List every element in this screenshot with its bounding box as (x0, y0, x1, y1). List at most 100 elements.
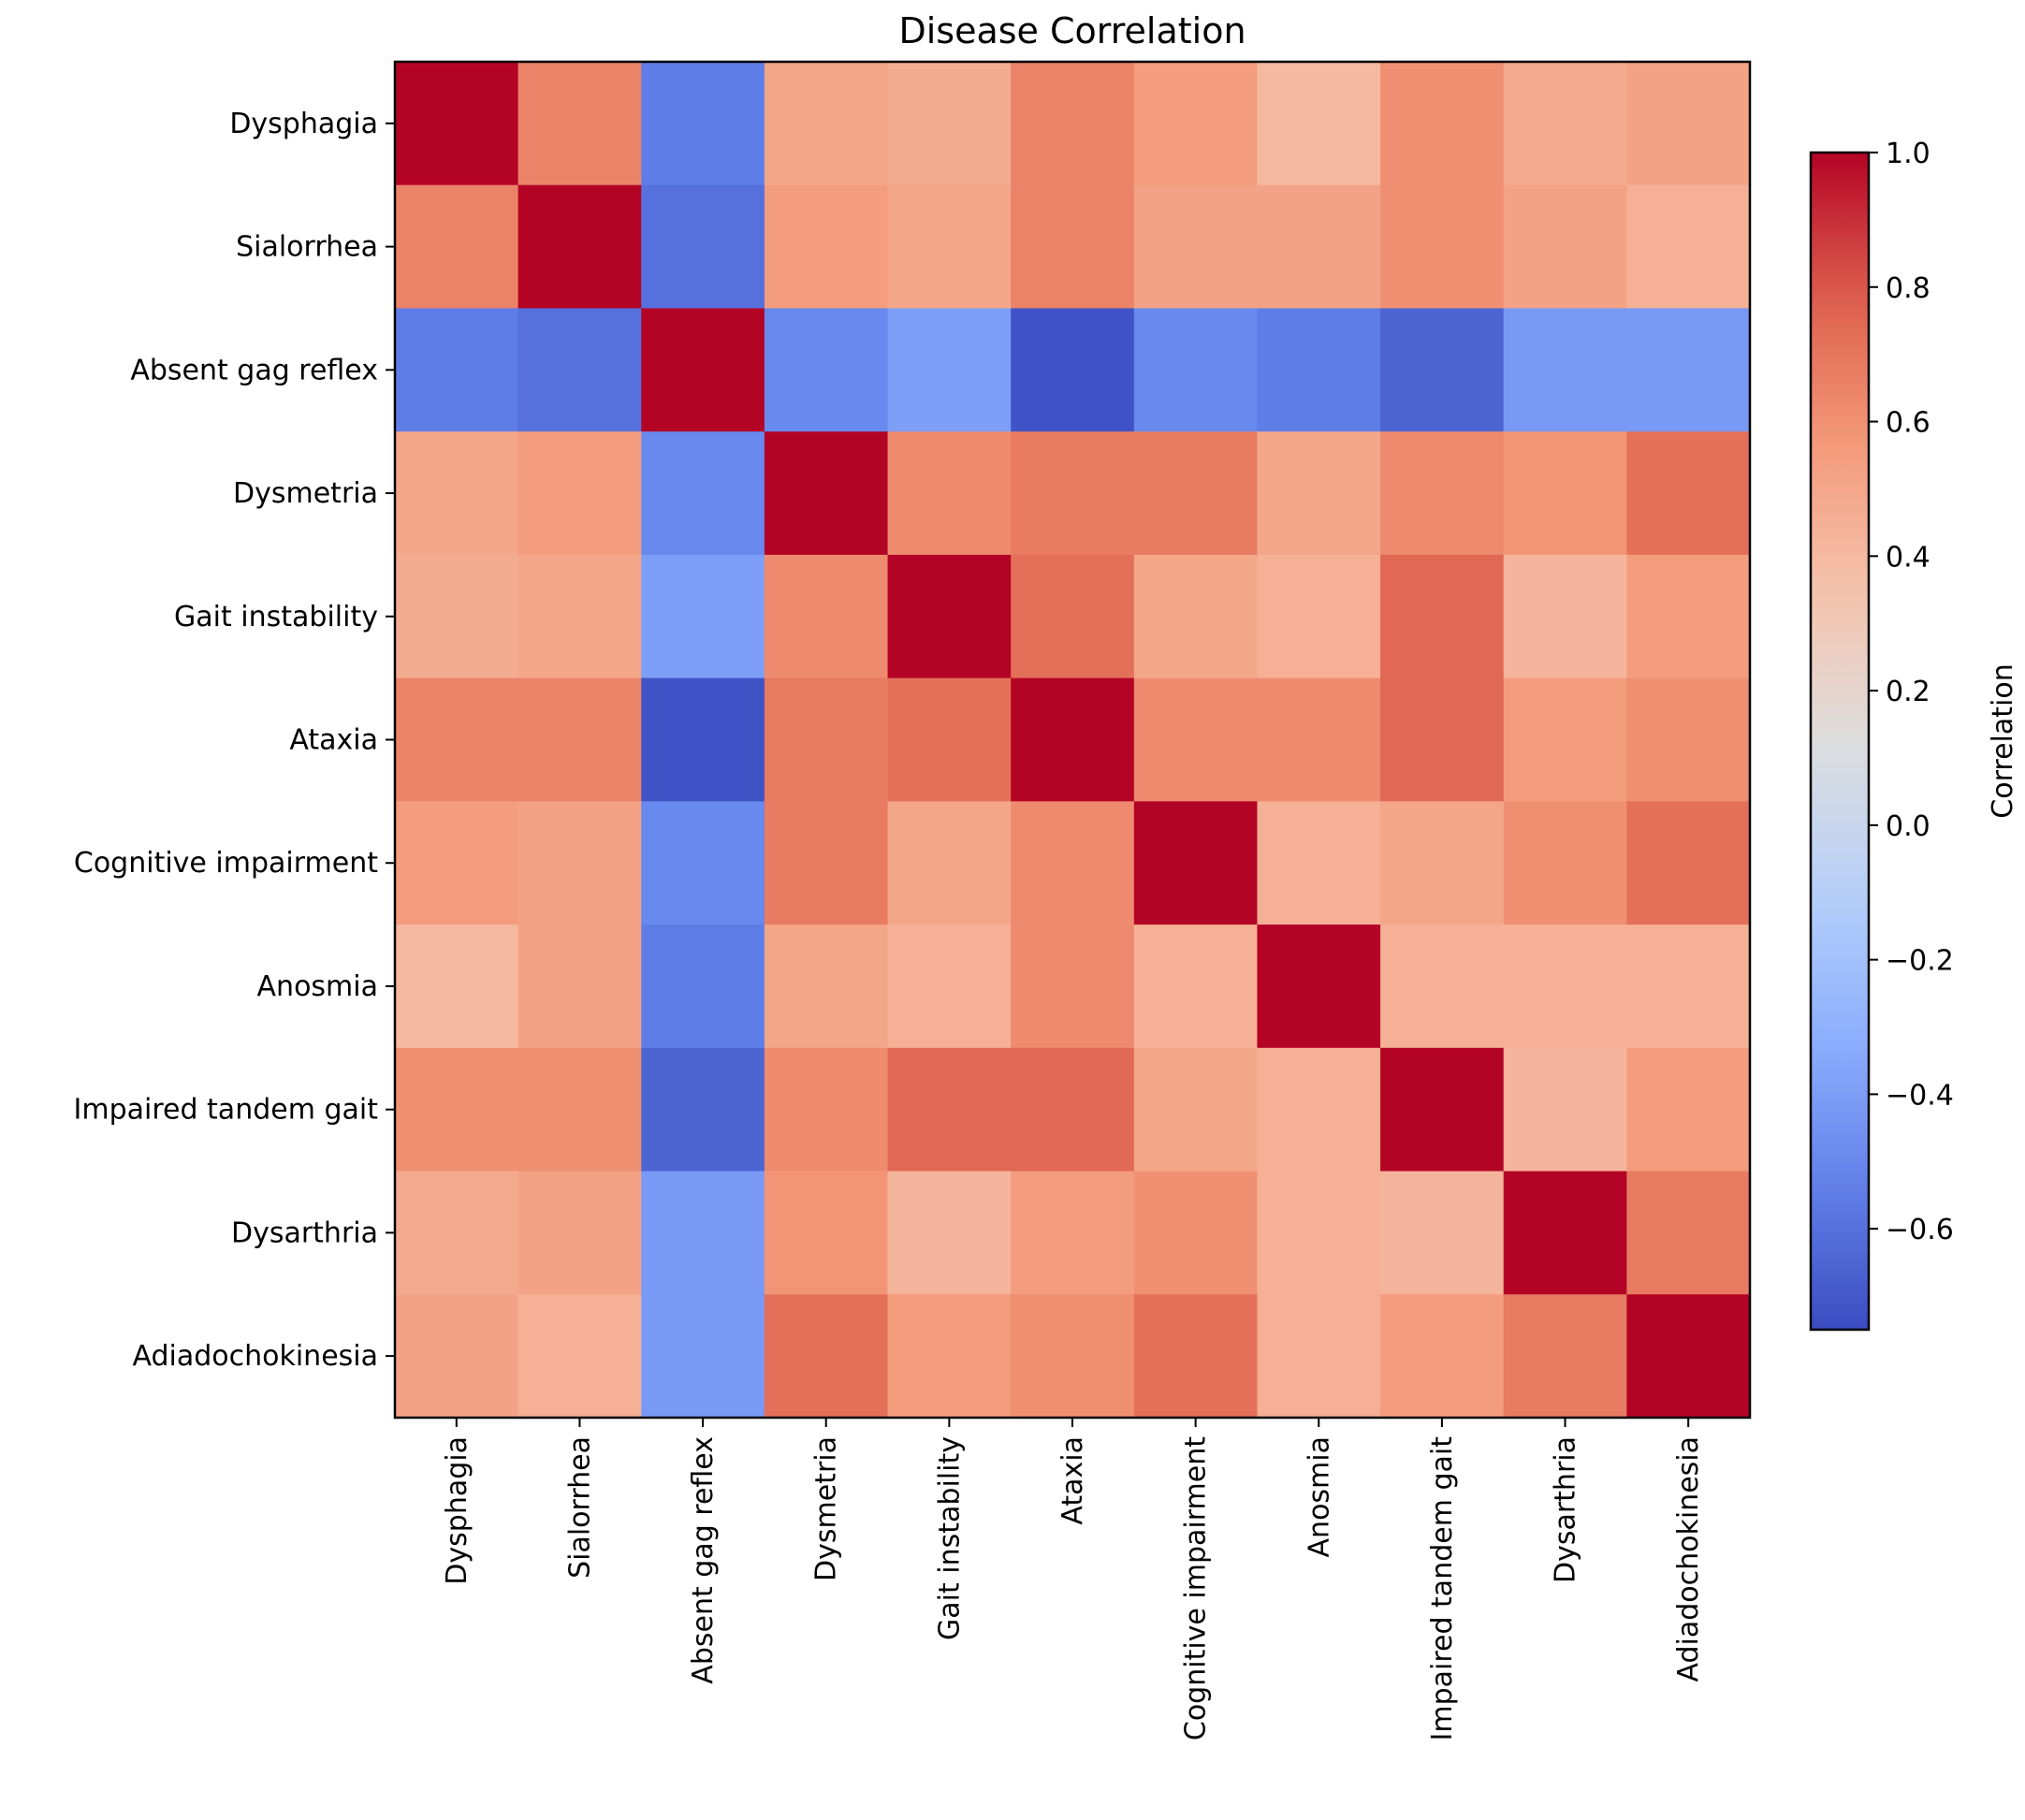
heatmap-cell (641, 925, 765, 1049)
heatmap-cell (641, 677, 765, 802)
heatmap-cell (1380, 308, 1505, 432)
heatmap-cell (1380, 1294, 1505, 1419)
colorbar-tick-label: −0.6 (1886, 1214, 1954, 1246)
heatmap-cell (1011, 308, 1135, 432)
heatmap-cell (1133, 62, 1259, 186)
heatmap-cell (887, 431, 1012, 556)
heatmap-cell (764, 62, 889, 186)
heatmap-cell (1380, 62, 1505, 186)
heatmap-cell (1503, 308, 1627, 432)
heatmap-cell (1380, 184, 1505, 310)
heatmap-cell (764, 801, 889, 925)
heatmap-cell (641, 184, 765, 310)
heatmap-cell (1626, 431, 1751, 556)
x-tick-label: Adiadochokinesia (1672, 1436, 1705, 1682)
x-tick-label: Anosmia (1303, 1436, 1335, 1557)
heatmap-cell (517, 184, 642, 310)
y-tick-label: Dysarthria (231, 1216, 378, 1249)
heatmap-cell (764, 1294, 889, 1419)
heatmap-cell (395, 308, 519, 432)
heatmap-cell (1503, 431, 1627, 556)
heatmap-cell (887, 801, 1012, 925)
y-tick-label: Gait instability (174, 601, 378, 633)
heatmap-cell (1380, 1047, 1505, 1172)
colorbar-tick-label: 0.8 (1886, 272, 1930, 305)
x-tick-label: Dysphagia (441, 1436, 473, 1585)
heatmap-cell (1380, 925, 1505, 1049)
heatmap-cell (395, 1171, 519, 1295)
heatmap-cell (1133, 925, 1259, 1049)
heatmap-cell (1257, 925, 1381, 1049)
colorbar (1809, 151, 1871, 1332)
heatmap-cell (1626, 308, 1751, 432)
heatmap-cell (1626, 184, 1751, 310)
heatmap-cell (1133, 1047, 1259, 1172)
y-tick-label: Absent gag reflex (130, 354, 378, 386)
colorbar-tick-label: −0.2 (1886, 945, 1954, 978)
x-tick-label: Cognitive impairment (1180, 1436, 1213, 1740)
heatmap-cell (1133, 1294, 1259, 1419)
heatmap-cell (395, 431, 519, 556)
heatmap-cell (1257, 431, 1381, 556)
colorbar-tick-label: 0.0 (1886, 810, 1930, 843)
heatmap-cell (1257, 677, 1381, 802)
heatmap-cell (517, 925, 642, 1049)
heatmap-cell (395, 62, 519, 186)
x-tick-label: Impaired tandem gait (1426, 1436, 1459, 1741)
heatmap-cell (1626, 1294, 1751, 1419)
y-tick-label: Adiadochokinesia (132, 1340, 378, 1373)
heatmap-cell (641, 308, 765, 432)
heatmap-cell (1133, 1171, 1259, 1295)
heatmap-cell (517, 677, 642, 802)
x-tick-label: Sialorrhea (563, 1436, 596, 1579)
heatmap-cell (764, 925, 889, 1049)
heatmap-cell (1257, 1294, 1381, 1419)
heatmap-cell (1133, 677, 1259, 802)
heatmap-cell (1133, 184, 1259, 310)
heatmap-cell (1011, 431, 1135, 556)
colorbar-tick-label: 1.0 (1886, 138, 1930, 170)
heatmap-cell (1257, 554, 1381, 679)
heatmap-cell (1133, 554, 1259, 679)
heatmap-cell (1257, 62, 1381, 186)
heatmap-cell (887, 925, 1012, 1049)
heatmap-cell (517, 62, 642, 186)
heatmap-cell (1257, 184, 1381, 310)
heatmap-cell (1380, 801, 1505, 925)
heatmap-cell (1503, 1294, 1627, 1419)
heatmap-cell (1626, 62, 1751, 186)
heatmap-cell (1257, 1171, 1381, 1295)
heatmap-cell (395, 1294, 519, 1419)
x-tick-label: Dysarthria (1550, 1436, 1582, 1583)
heatmap-cell (1011, 1294, 1135, 1419)
heatmap-cell (887, 308, 1012, 432)
heatmap-cell (395, 801, 519, 925)
heatmap-cell (1626, 554, 1751, 679)
heatmap-cell (641, 1294, 765, 1419)
heatmap-cell (1380, 1171, 1505, 1295)
heatmap-cell (1011, 925, 1135, 1049)
heatmap-cell (1011, 1047, 1135, 1172)
colorbar-label: Correlation (1987, 663, 2019, 818)
heatmap-cell (1257, 801, 1381, 925)
heatmap-cell (641, 62, 765, 186)
heatmap-cell (887, 677, 1012, 802)
heatmap-cell (517, 1294, 642, 1419)
heatmap-cell (641, 801, 765, 925)
heatmap-cell (1380, 431, 1505, 556)
heatmap-cell (395, 1047, 519, 1172)
heatmap-cell (517, 1047, 642, 1172)
chart-title: Disease Correlation (898, 10, 1246, 51)
y-tick-label: Anosmia (257, 970, 378, 1003)
heatmap-cell (641, 1047, 765, 1172)
heatmap-cell (1503, 677, 1627, 802)
heatmap-cell (764, 308, 889, 432)
heatmap-cell (1503, 62, 1627, 186)
heatmap-cell (517, 308, 642, 432)
heatmap-cell (1503, 184, 1627, 310)
heatmap-cell (764, 184, 889, 310)
heatmap-cell (517, 431, 642, 556)
colorbar-tick-label: 0.4 (1886, 541, 1930, 574)
heatmap-cell (1133, 801, 1259, 925)
